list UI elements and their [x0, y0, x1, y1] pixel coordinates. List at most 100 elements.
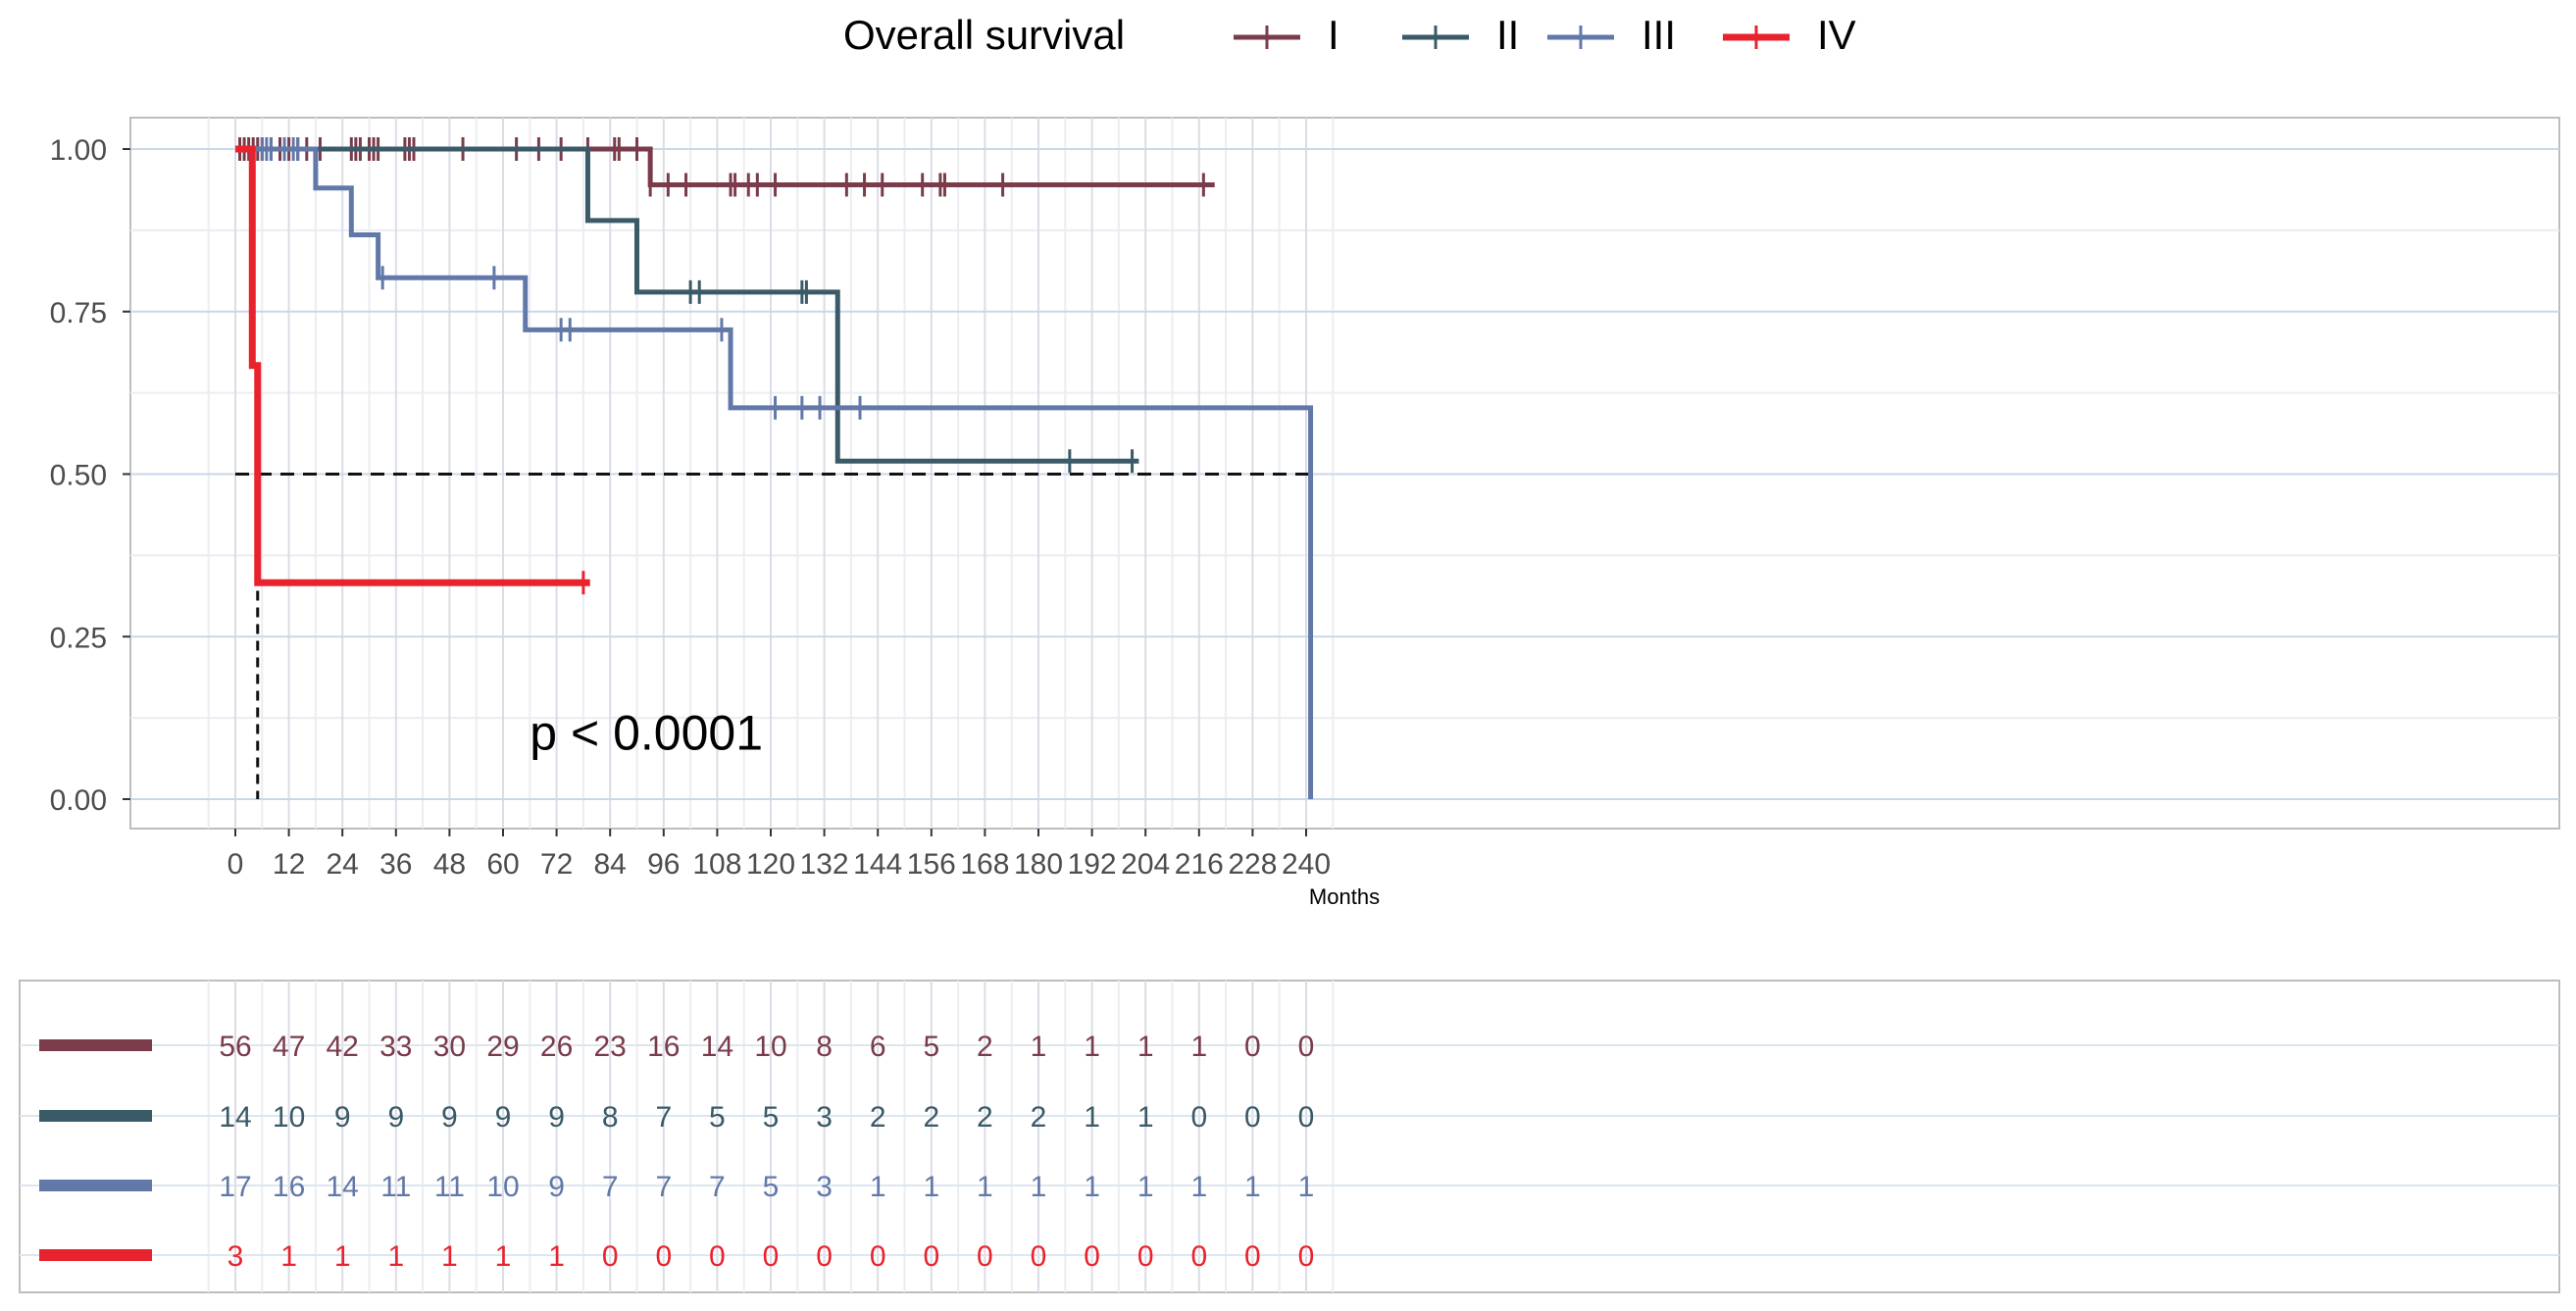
risk-value-i: 23: [594, 1031, 627, 1063]
risk-value-ii: 9: [441, 1101, 458, 1134]
risk-value-iv: 0: [870, 1240, 886, 1273]
risk-value-iv: 0: [1190, 1240, 1207, 1273]
x-tick-label: 204: [1121, 848, 1170, 881]
x-tick-label: 60: [486, 848, 519, 881]
risk-value-iv: 1: [334, 1240, 351, 1273]
risk-value-iii: 7: [655, 1171, 672, 1203]
x-tick-label: 240: [1282, 848, 1331, 881]
risk-value-iv: 0: [655, 1240, 672, 1273]
risk-value-ii: 2: [1031, 1101, 1047, 1134]
legend-label-iv: IV: [1817, 12, 1856, 58]
risk-value-i: 29: [486, 1031, 519, 1063]
risk-value-ii: 8: [602, 1101, 619, 1134]
risk-value-ii: 9: [495, 1101, 512, 1134]
risk-value-iii: 11: [380, 1171, 411, 1203]
x-tick-label: 84: [594, 848, 627, 881]
curve-ii: [235, 146, 1139, 464]
risk-value-ii: 9: [548, 1101, 565, 1134]
x-tick-label: 156: [907, 848, 956, 881]
risk-value-i: 0: [1244, 1031, 1261, 1063]
y-tick-label: 0.25: [50, 622, 107, 654]
risk-value-iv: 0: [1031, 1240, 1047, 1273]
y-tick-label: 1.00: [50, 134, 107, 167]
risk-value-i: 16: [647, 1031, 680, 1063]
risk-value-i: 1: [1190, 1031, 1207, 1063]
risk-value-iii: 1: [870, 1171, 886, 1203]
legend-label-iii: III: [1642, 12, 1676, 58]
x-tick-label: 216: [1175, 848, 1224, 881]
risk-value-ii: 2: [977, 1101, 993, 1134]
risk-value-ii: 1: [1084, 1101, 1100, 1134]
risk-value-iii: 1: [1298, 1171, 1315, 1203]
x-tick-label: 48: [433, 848, 466, 881]
risk-value-i: 1: [1137, 1031, 1154, 1063]
x-tick-label: 24: [327, 848, 359, 881]
risk-value-i: 6: [870, 1031, 886, 1063]
risk-value-i: 1: [1031, 1031, 1047, 1063]
risk-value-iii: 1: [977, 1171, 993, 1203]
risk-value-iv: 1: [387, 1240, 404, 1273]
risk-value-iii: 16: [273, 1171, 305, 1203]
risk-value-iii: 17: [219, 1171, 251, 1203]
risk-value-iv: 0: [977, 1240, 993, 1273]
x-tick-label: 96: [647, 848, 680, 881]
risk-value-iii: 1: [1084, 1171, 1100, 1203]
risk-value-i: 42: [327, 1031, 359, 1063]
risk-value-iii: 1: [923, 1171, 939, 1203]
risk-value-iv: 1: [548, 1240, 565, 1273]
p-value-annotation: p < 0.0001: [530, 706, 763, 761]
risk-value-i: 30: [433, 1031, 466, 1063]
risk-value-ii: 1: [1137, 1101, 1154, 1134]
risk-value-ii: 9: [387, 1101, 404, 1134]
risk-value-i: 14: [701, 1031, 733, 1063]
x-tick-label: 0: [227, 848, 244, 881]
risk-value-ii: 0: [1298, 1101, 1315, 1134]
risk-value-iii: 1: [1244, 1171, 1261, 1203]
risk-value-iii: 1: [1031, 1171, 1047, 1203]
x-tick-label: 168: [960, 848, 1009, 881]
y-tick-label: 0.00: [50, 784, 107, 817]
risk-value-ii: 14: [219, 1101, 251, 1134]
risk-value-iv: 1: [280, 1240, 297, 1273]
x-tick-label: 12: [273, 848, 305, 881]
risk-value-iii: 1: [1137, 1171, 1154, 1203]
survival-plot-panel: 0 12 24 36 48 60 72 84 96 108 120 132 144 156 168 180 19…: [50, 117, 2560, 881]
x-axis-label: Months: [1309, 884, 1380, 909]
risk-table-panel: 56 47 42 33 30 29 26 23 16 14 10 8 6 5 2 1 1 1 1 0 014 10 9 9 9 9…: [19, 980, 2560, 1293]
risk-value-iv: 0: [763, 1240, 780, 1273]
risk-value-i: 56: [219, 1031, 251, 1063]
legend-title: Overall survival: [843, 12, 1125, 58]
risk-value-i: 0: [1298, 1031, 1315, 1063]
risk-value-iv: 1: [441, 1240, 458, 1273]
risk-value-iii: 7: [709, 1171, 726, 1203]
risk-value-i: 47: [273, 1031, 305, 1063]
x-tick-label: 108: [692, 848, 741, 881]
risk-value-i: 26: [540, 1031, 573, 1063]
risk-value-iii: 9: [548, 1171, 565, 1203]
risk-value-iv: 3: [227, 1240, 244, 1273]
curve-iv: [235, 145, 590, 586]
risk-value-ii: 10: [273, 1101, 305, 1134]
risk-value-ii: 2: [870, 1101, 886, 1134]
risk-value-i: 33: [379, 1031, 412, 1063]
risk-table-area: [19, 980, 2560, 1293]
risk-value-iii: 14: [327, 1171, 359, 1203]
risk-value-ii: 3: [816, 1101, 833, 1134]
x-tick-label: 144: [853, 848, 902, 881]
risk-value-ii: 9: [334, 1101, 351, 1134]
risk-value-iv: 0: [709, 1240, 726, 1273]
risk-value-i: 8: [816, 1031, 833, 1063]
x-tick-label: 132: [800, 848, 849, 881]
y-tick-label: 0.50: [50, 460, 107, 492]
risk-value-ii: 2: [923, 1101, 939, 1134]
x-tick-label: 228: [1228, 848, 1277, 881]
risk-value-ii: 0: [1244, 1101, 1261, 1134]
risk-value-iii: 3: [816, 1171, 833, 1203]
risk-value-ii: 7: [655, 1101, 672, 1134]
risk-value-ii: 0: [1190, 1101, 1207, 1134]
risk-value-iii: 5: [763, 1171, 780, 1203]
risk-value-ii: 5: [763, 1101, 780, 1134]
x-tick-label: 36: [379, 848, 412, 881]
x-tick-label: 72: [540, 848, 573, 881]
legend-label-i: I: [1328, 12, 1339, 58]
